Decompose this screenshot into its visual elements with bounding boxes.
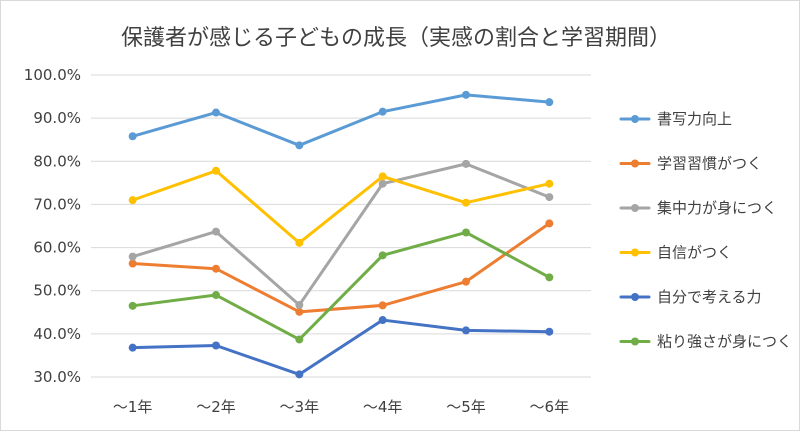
legend-label: 書写力向上 <box>657 110 732 128</box>
series-自分で考える力 <box>128 316 554 379</box>
legend-marker <box>631 115 639 123</box>
legend-label: 自分で考える力 <box>657 288 762 306</box>
data-point <box>378 179 387 188</box>
series-lines <box>128 90 554 379</box>
series-line <box>131 162 551 307</box>
data-point <box>462 228 470 237</box>
legend-item: 書写力向上 <box>619 110 732 128</box>
x-tick-label: ～2年 <box>196 398 236 416</box>
y-tick-label: 50.0% <box>33 282 81 300</box>
series-line <box>131 318 551 376</box>
data-point <box>295 335 304 344</box>
series-集中力が身につく <box>128 159 554 309</box>
x-axis-ticks: ～1年 ～2年 ～3年 ～4年 ～5年 ～6年 <box>113 398 569 416</box>
legend: 書写力向上学習習慣がつく集中力が身につく自信がつく自分で考える力粘り強さが身につ… <box>619 110 792 351</box>
x-tick-label: ～4年 <box>363 398 403 416</box>
data-point <box>545 179 554 188</box>
data-point <box>378 301 387 310</box>
data-point <box>378 251 387 260</box>
series-line <box>131 169 551 245</box>
data-point <box>295 307 304 316</box>
x-tick-label: ～5年 <box>446 398 486 416</box>
x-tick-label: ～3年 <box>280 398 320 416</box>
data-point <box>295 370 304 379</box>
legend-item: 自信がつく <box>619 244 732 262</box>
legend-marker <box>631 248 639 257</box>
legend-marker <box>631 159 639 168</box>
legend-label: 集中力が身につく <box>657 199 777 217</box>
gridlines <box>91 74 591 378</box>
data-point <box>128 343 137 352</box>
x-tick-label: ～1年 <box>113 398 153 416</box>
y-tick-label: 40.0% <box>33 325 81 343</box>
data-point <box>462 90 470 99</box>
legend-marker <box>631 204 639 212</box>
series-line <box>131 93 551 147</box>
legend-label: 学習習慣がつく <box>657 155 762 173</box>
x-tick-label: ～6年 <box>530 398 570 416</box>
data-point <box>545 98 554 107</box>
data-point <box>212 341 220 350</box>
series-line <box>131 230 551 341</box>
data-point <box>295 141 304 150</box>
legend-item: 学習習慣がつく <box>619 155 762 173</box>
legend-item: 自分で考える力 <box>619 288 762 306</box>
data-point <box>295 238 304 247</box>
data-point <box>212 166 220 175</box>
legend-item: 集中力が身につく <box>619 199 777 217</box>
y-tick-label: 90.0% <box>33 109 81 127</box>
data-point <box>545 327 554 336</box>
data-point <box>212 291 220 300</box>
legend-item: 粘り強さが身につく <box>619 333 792 351</box>
y-tick-label: 60.0% <box>33 239 81 257</box>
data-point <box>212 227 220 236</box>
legend-marker <box>631 337 639 346</box>
series-書写力向上 <box>128 90 554 150</box>
data-point <box>378 316 387 325</box>
data-point <box>128 301 137 310</box>
legend-marker <box>631 293 639 301</box>
data-point <box>462 326 470 335</box>
y-tick-label: 30.0% <box>33 368 81 386</box>
data-point <box>378 107 387 116</box>
data-point <box>128 132 137 141</box>
data-point <box>545 219 554 228</box>
data-point <box>462 277 470 286</box>
series-学習習慣がつく <box>128 219 554 316</box>
data-point <box>545 273 554 282</box>
y-axis-ticks: 30.0% 40.0% 50.0% 60.0% 70.0% 80.0% 90.0% 100.0… <box>24 66 81 386</box>
data-point <box>212 108 220 117</box>
y-tick-label: 80.0% <box>33 152 81 170</box>
series-自信がつく <box>128 166 554 247</box>
data-point <box>378 172 387 181</box>
data-point <box>212 264 220 273</box>
series-line <box>131 221 551 314</box>
data-point <box>128 259 137 268</box>
legend-label: 粘り強さが身につく <box>657 333 792 351</box>
legend-label: 自信がつく <box>657 244 732 262</box>
series-粘り強さが身につく <box>128 228 554 344</box>
data-point <box>462 198 470 207</box>
data-point <box>295 300 304 309</box>
data-point <box>545 193 554 202</box>
data-point <box>128 196 137 205</box>
data-point <box>462 159 470 168</box>
data-point <box>128 252 137 261</box>
y-tick-label: 100.0% <box>24 66 81 84</box>
y-tick-label: 70.0% <box>33 195 81 213</box>
chart-title: 保護者が感じる子どもの成長（実感の割合と学習期間） <box>121 26 671 51</box>
